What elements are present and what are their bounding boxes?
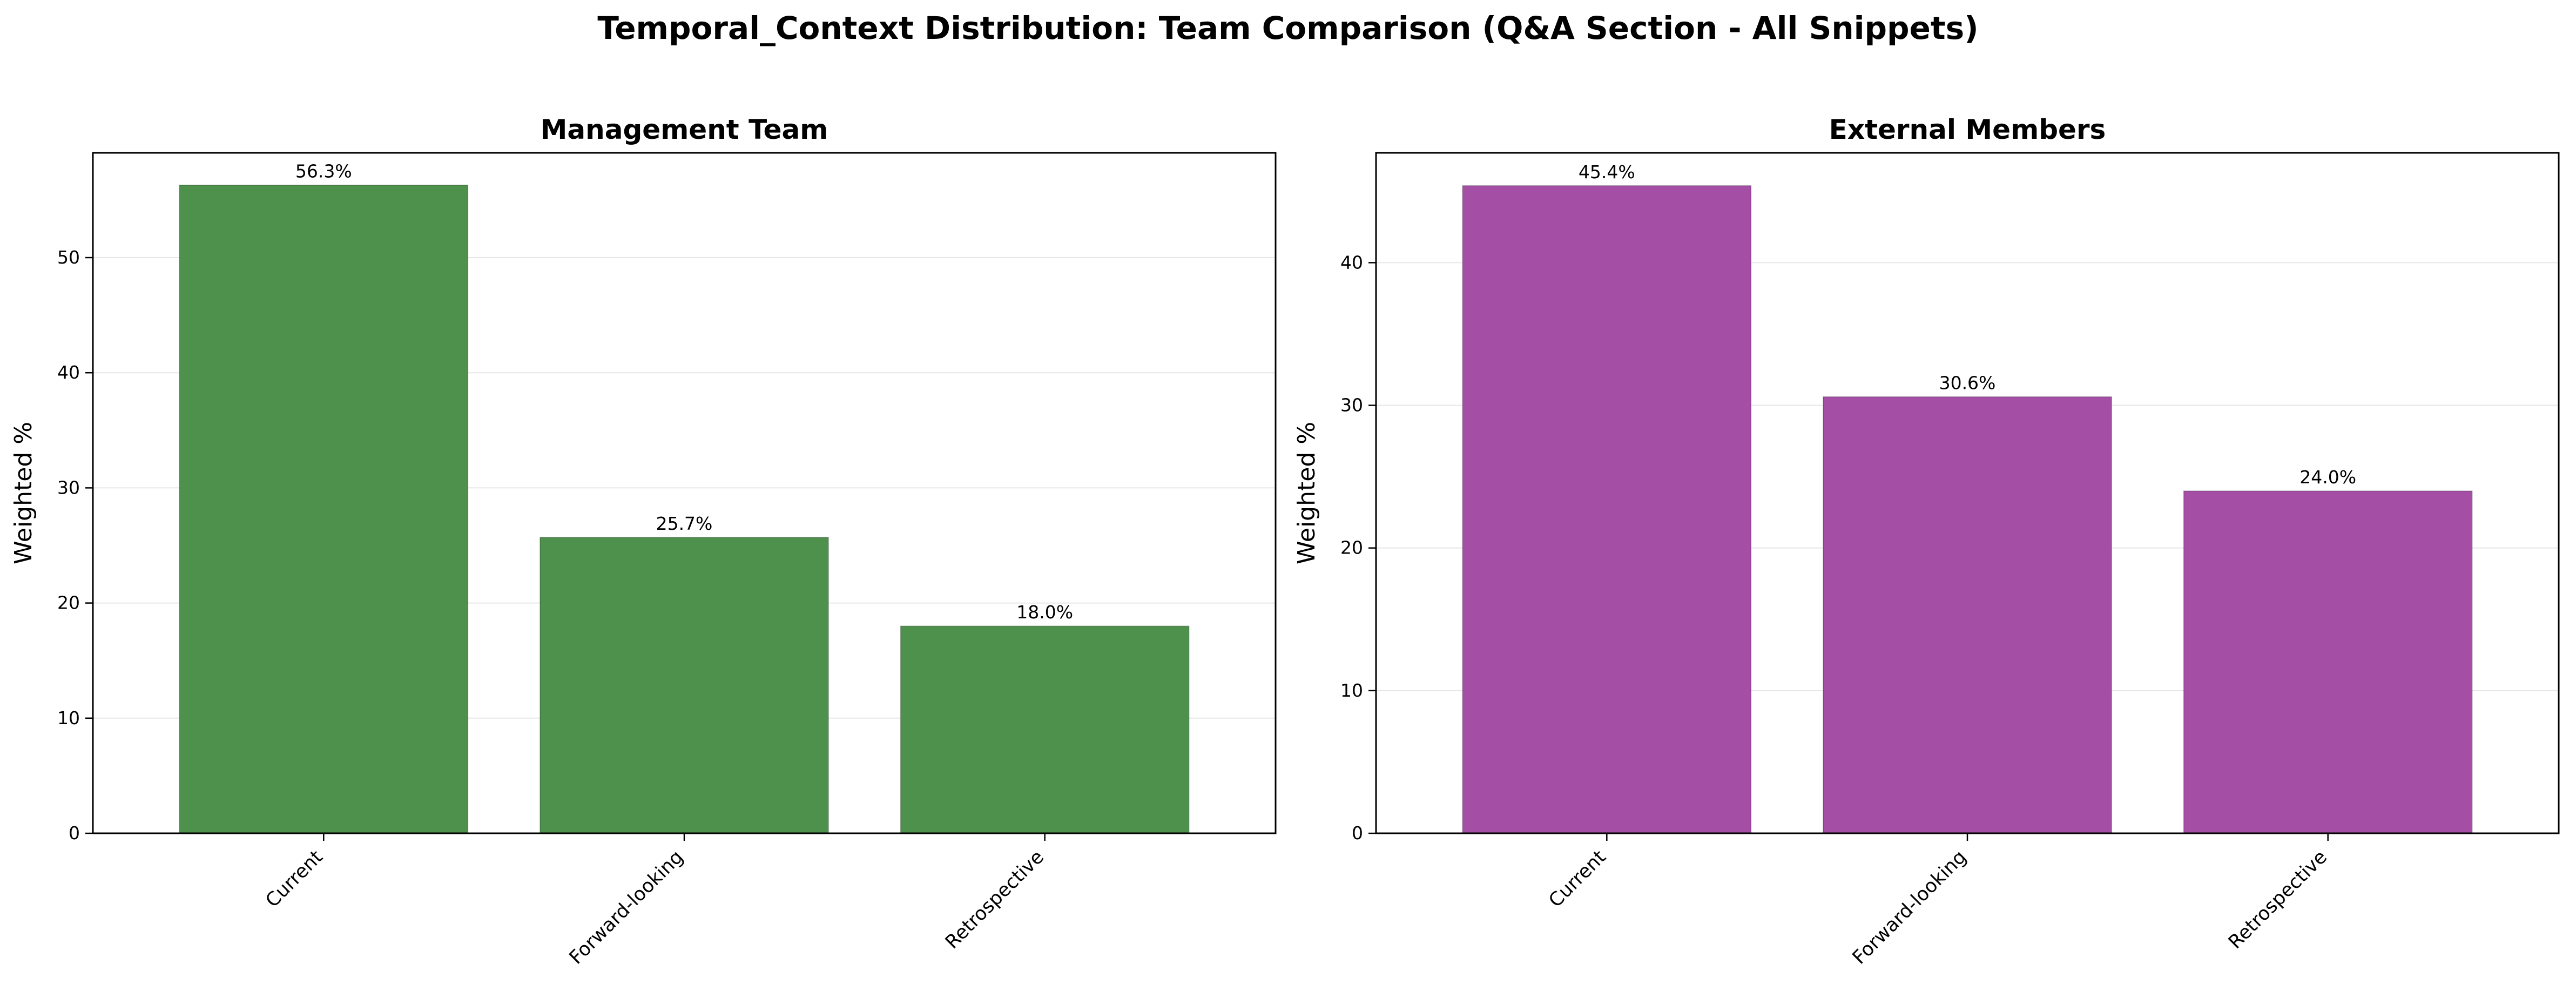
chart-1-data-label-retrospective: 24.0%: [2299, 467, 2356, 488]
chart-1-ytick-label-0: 0: [1352, 822, 1363, 844]
chart-0-data-label-current: 56.3%: [295, 161, 352, 182]
chart-0-ytick-label-20: 20: [57, 592, 80, 613]
chart-0-title: Management Team: [541, 114, 828, 145]
chart-panel-management-team: Management Team 56.3% 25.7% 18.0% 0 10 20 30 40 5…: [10, 114, 1277, 969]
chart-1-ytick-label-30: 30: [1340, 395, 1363, 416]
chart-panel-external-members: External Members 45.4% 30.6% 24.0% 0 10 20 30 40…: [1293, 114, 2560, 969]
chart-1-title: External Members: [1829, 114, 2106, 145]
chart-0-bar-current: [179, 184, 469, 834]
chart-0-ytick-label-40: 40: [57, 362, 80, 383]
chart-1-bar-current: [1462, 185, 1752, 834]
chart-0-bar-forward-looking: [540, 537, 829, 834]
chart-1-bar-forward-looking: [1823, 396, 2112, 834]
chart-0-xtick-label-current: Current: [261, 846, 327, 912]
chart-1-xtick-label-forward-looking: Forward-looking: [1849, 846, 1971, 969]
chart-0-ytick-label-10: 10: [57, 707, 80, 729]
chart-0-ytick-label-50: 50: [57, 247, 80, 268]
chart-1-bar-retrospective: [2183, 490, 2473, 834]
chart-0-data-label-retrospective: 18.0%: [1016, 602, 1073, 623]
chart-0-xtick-label-retrospective: Retrospective: [941, 846, 1048, 953]
chart-0-bar-retrospective: [900, 625, 1190, 834]
figure-title: Temporal_Context Distribution: Team Comp…: [597, 10, 1978, 46]
chart-0-ytick-label-0: 0: [69, 822, 80, 844]
chart-0-data-label-forward-looking: 25.7%: [656, 513, 713, 534]
chart-0-ylabel: Weighted %: [10, 422, 37, 564]
chart-1-ytick-label-20: 20: [1340, 537, 1363, 558]
chart-1-ytick-label-40: 40: [1340, 252, 1363, 273]
chart-1-ytick-label-10: 10: [1340, 680, 1363, 701]
chart-1-data-label-current: 45.4%: [1579, 161, 1635, 183]
chart-0-ytick-label-30: 30: [57, 477, 80, 498]
chart-1-data-label-forward-looking: 30.6%: [1939, 373, 1996, 394]
chart-0-xtick-label-forward-looking: Forward-looking: [565, 846, 688, 969]
chart-1-xtick-label-current: Current: [1545, 846, 1610, 912]
chart-1-xtick-label-retrospective: Retrospective: [2224, 846, 2331, 953]
chart-1-ylabel: Weighted %: [1293, 422, 1320, 564]
